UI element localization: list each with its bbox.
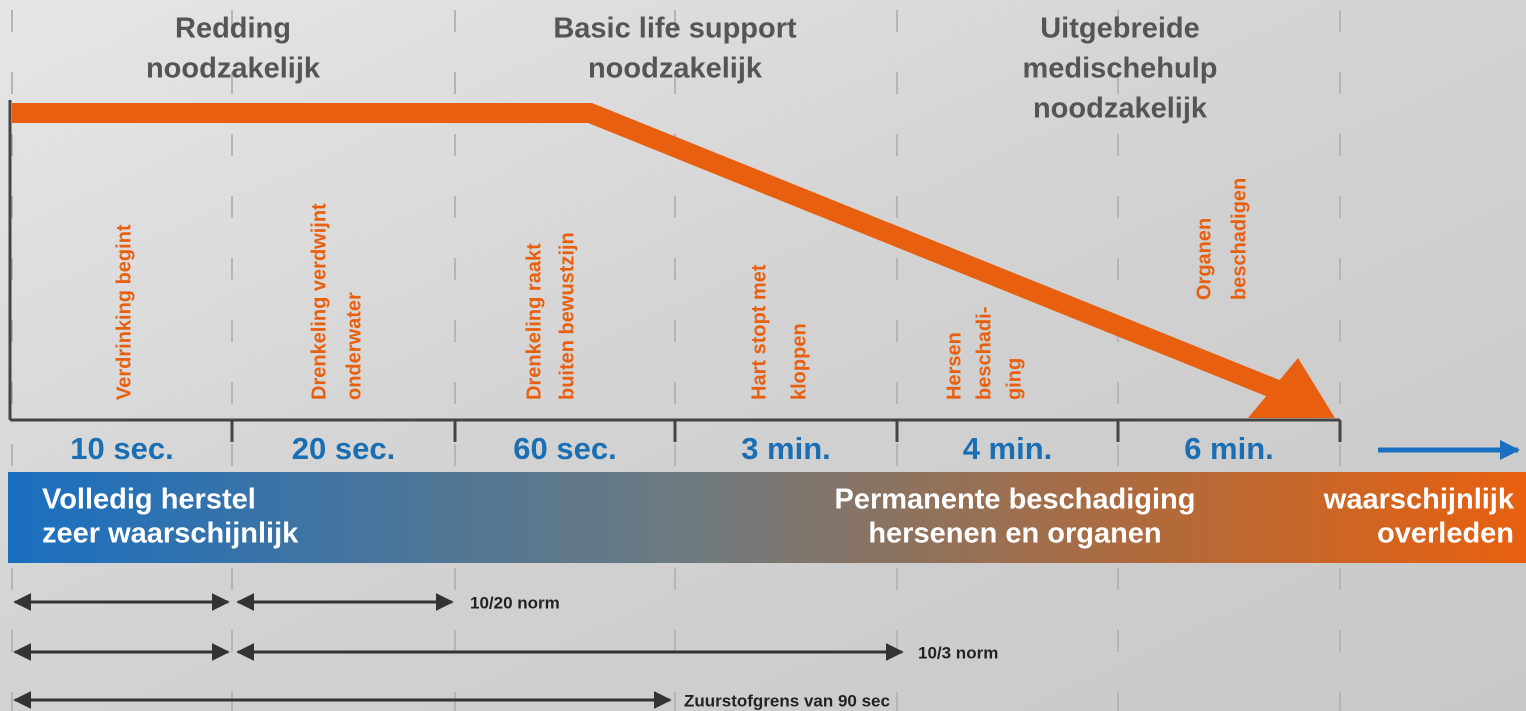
norm-label: Zuurstofgrens van 90 sec — [684, 691, 890, 710]
event-label: beschadigen — [1228, 178, 1250, 300]
event-label: kloppen — [788, 323, 810, 400]
event-label: Hersen — [943, 332, 965, 400]
time-label: 60 sec. — [513, 431, 616, 466]
phase-title: noodzakelijk — [146, 53, 321, 85]
event-label: buiten bewustzijn — [556, 232, 578, 400]
outcome-label: waarschijnlijk — [1323, 484, 1515, 516]
phase-title: medischehulp — [1023, 53, 1218, 85]
norm-label: 10/3 norm — [918, 643, 998, 662]
event-label: onderwater — [343, 292, 365, 400]
event-label: beschadi- — [973, 307, 995, 400]
event-label: ging — [1003, 358, 1025, 400]
event-label: Verdrinking begint — [113, 224, 135, 400]
outcome-label: zeer waarschijnlijk — [42, 518, 299, 550]
time-label: 10 sec. — [70, 431, 173, 466]
event-label: Hart stopt met — [748, 264, 770, 400]
outcome-label: Volledig herstel — [42, 484, 256, 516]
phase-title: noodzakelijk — [588, 53, 763, 85]
phase-title: Redding — [175, 13, 291, 45]
phase-title: Basic life support — [553, 13, 797, 45]
time-label: 4 min. — [963, 431, 1053, 466]
event-label: Organen — [1193, 218, 1215, 300]
time-label: 20 sec. — [292, 431, 395, 466]
outcome-label: overleden — [1377, 518, 1514, 550]
norm-label: 10/20 norm — [470, 593, 560, 612]
time-label: 6 min. — [1184, 431, 1274, 466]
phase-title: noodzakelijk — [1033, 93, 1208, 125]
outcome-label: hersenen en organen — [868, 518, 1161, 550]
infographic: Redding noodzakelijk Basic life support noo… — [0, 0, 1526, 711]
outcome-label: Permanente beschadiging — [835, 484, 1196, 516]
event-label: Drenkeling verdwijnt — [308, 203, 330, 400]
time-label: 3 min. — [741, 431, 831, 466]
phase-title: Uitgebreide — [1040, 13, 1200, 45]
event-label: Drenkeling raakt — [523, 243, 545, 400]
